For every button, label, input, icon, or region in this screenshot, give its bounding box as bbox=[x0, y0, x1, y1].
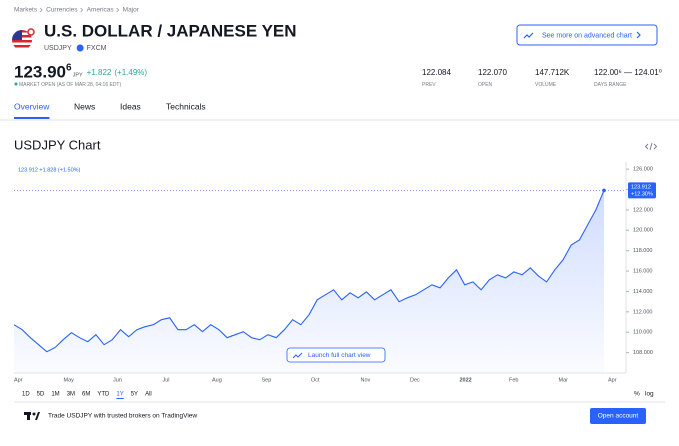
breadcrumb-link[interactable]: Currencies bbox=[46, 7, 78, 14]
stat-label: VOLUME bbox=[535, 82, 557, 88]
exchange-icon bbox=[76, 44, 84, 52]
y-tick-label: 118.000 bbox=[633, 248, 652, 254]
chart-legend: 123.912 +1.828 (+1.50%) bbox=[18, 167, 81, 173]
launch-chart-button[interactable] bbox=[286, 347, 386, 363]
price: 123.90 bbox=[14, 62, 66, 81]
scale-option[interactable]: log bbox=[645, 391, 654, 398]
range-button[interactable]: 3M bbox=[67, 392, 75, 398]
x-tick-label: 2022 bbox=[460, 377, 472, 383]
breadcrumb-separator bbox=[116, 7, 120, 13]
last-price: 123.912 bbox=[631, 184, 651, 190]
range-button[interactable]: 1D bbox=[22, 392, 30, 398]
range-button[interactable]: 1Y bbox=[116, 392, 123, 398]
x-tick-label: Oct bbox=[311, 377, 320, 383]
stat-label: DAYS RANGE bbox=[594, 82, 627, 88]
range-button[interactable]: 5D bbox=[37, 392, 45, 398]
change-percent: (+1.49%) bbox=[114, 68, 147, 77]
stat-label: OPEN bbox=[478, 82, 493, 88]
chart-title: USDJPY Chart bbox=[14, 137, 101, 152]
chevron-icon bbox=[636, 31, 641, 39]
x-tick-label: Aug bbox=[212, 377, 222, 383]
chart-icon bbox=[292, 352, 303, 359]
last-change: +12.30% bbox=[631, 191, 653, 197]
x-tick-label: Dec bbox=[410, 377, 420, 383]
stat-label: PREV bbox=[422, 82, 436, 88]
range-button[interactable]: All bbox=[145, 392, 152, 398]
change: +1.822 bbox=[87, 68, 112, 77]
advanced-chart-label[interactable]: See more on advanced chart bbox=[542, 32, 632, 39]
tab[interactable]: Overview bbox=[14, 101, 50, 111]
y-tick-label: 120.000 bbox=[633, 228, 653, 234]
y-tick-label: 114.000 bbox=[633, 289, 652, 295]
y-tick-label: 112.000 bbox=[633, 309, 652, 315]
range-button[interactable]: 1M bbox=[51, 392, 59, 398]
x-tick-label: Feb bbox=[509, 377, 518, 383]
last-point bbox=[602, 188, 606, 193]
area bbox=[14, 190, 604, 373]
tab-underline bbox=[14, 117, 50, 119]
stat-value: 122.070 bbox=[478, 68, 507, 77]
market-status: MARKET OPEN (AS OF MAR 28, 04:16 EDT) bbox=[19, 82, 121, 88]
symbol: USDJPY bbox=[44, 45, 72, 52]
launch-chart-label[interactable]: Launch full chart view bbox=[308, 352, 371, 359]
footer-text: Trade USDJPY with trusted brokers on Tra… bbox=[48, 413, 197, 420]
x-tick-label: Mar bbox=[559, 377, 569, 383]
x-tick-label: Jun bbox=[113, 377, 122, 383]
scale-option[interactable]: % bbox=[634, 391, 640, 398]
range-underline bbox=[116, 398, 124, 399]
x-tick-label: May bbox=[64, 377, 75, 383]
y-tick-label: 110.000 bbox=[633, 330, 652, 336]
tab[interactable]: Technicals bbox=[166, 101, 206, 111]
breadcrumb-separator bbox=[39, 7, 43, 13]
last-price-badge bbox=[628, 182, 656, 199]
stat-value: 122.00⁶ — 124.01⁰ bbox=[594, 68, 662, 77]
page-title: U.S. DOLLAR / JAPANESE YEN bbox=[44, 21, 297, 40]
tab[interactable]: Ideas bbox=[120, 101, 141, 111]
x-tick-label: Apr bbox=[14, 377, 23, 383]
breadcrumb-link[interactable]: Markets bbox=[14, 7, 38, 14]
price-last-digit: 6 bbox=[66, 63, 72, 74]
range-button[interactable]: 5Y bbox=[131, 392, 138, 398]
y-tick-label: 126.000 bbox=[633, 167, 653, 173]
y-tick-label: 108.000 bbox=[633, 350, 653, 356]
stat-value: 147.712K bbox=[535, 68, 570, 77]
embed-icon[interactable] bbox=[644, 142, 658, 151]
x-tick-label: Sep bbox=[262, 377, 272, 383]
x-tick-label: Nov bbox=[361, 377, 371, 383]
exchange: FXCM bbox=[87, 45, 107, 52]
x-tick-label: Apr bbox=[608, 377, 617, 383]
flag-badge bbox=[27, 28, 35, 36]
open-account-label[interactable]: Open account bbox=[598, 413, 639, 420]
y-tick-label: 116.000 bbox=[633, 269, 652, 275]
tab[interactable]: News bbox=[74, 101, 95, 111]
flag-icon bbox=[12, 30, 32, 50]
breadcrumb-link[interactable]: Major bbox=[123, 7, 140, 14]
status-dot bbox=[14, 82, 18, 86]
open-account-button[interactable] bbox=[590, 408, 646, 424]
price-line bbox=[13, 190, 605, 353]
breadcrumb-link[interactable]: Americas bbox=[87, 7, 115, 14]
stat-value: 122.084 bbox=[422, 68, 451, 77]
breadcrumb-separator bbox=[80, 7, 84, 13]
y-tick-label: 122.000 bbox=[633, 207, 653, 213]
advanced-chart-button[interactable] bbox=[516, 24, 658, 46]
x-tick-label: Jul bbox=[163, 377, 170, 383]
tradingview-logo bbox=[24, 412, 40, 420]
chart-icon bbox=[523, 32, 534, 39]
range-button[interactable]: YTD bbox=[97, 392, 110, 398]
range-button[interactable]: 6M bbox=[82, 392, 90, 398]
currency: JPY bbox=[73, 72, 83, 78]
